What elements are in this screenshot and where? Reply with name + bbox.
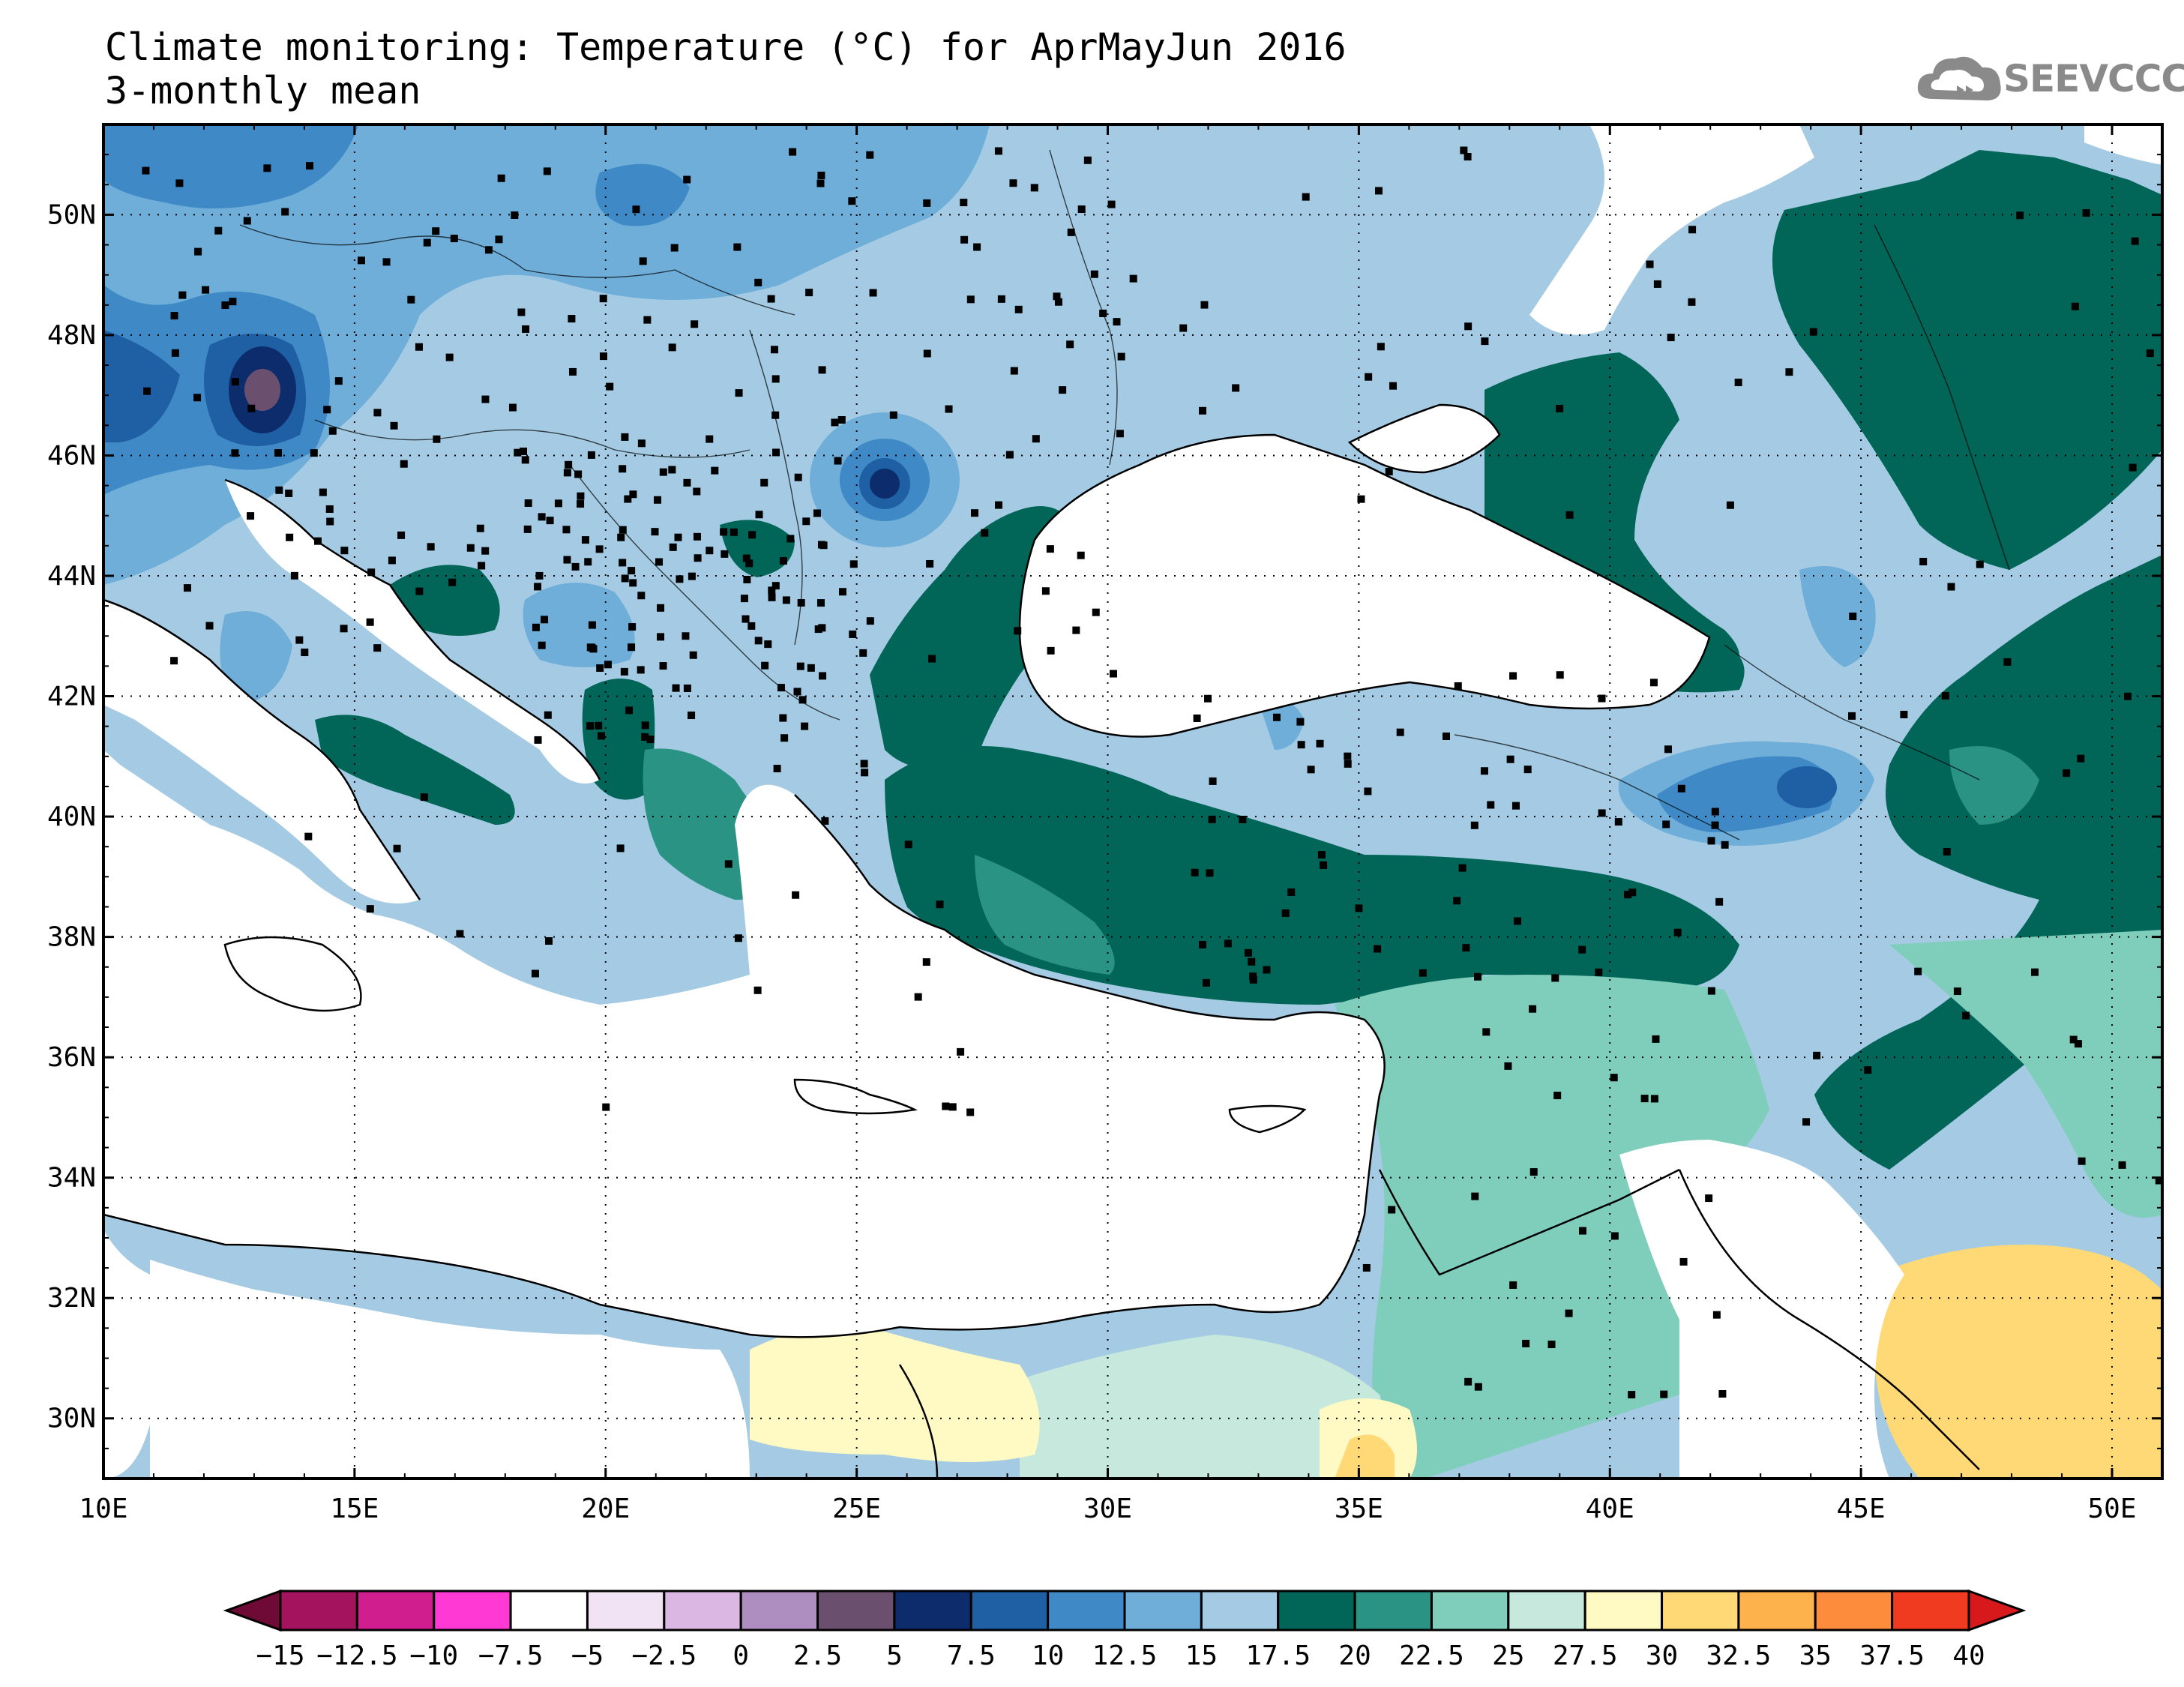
lat-tick-label: 44N <box>47 561 96 592</box>
temperature-fields <box>103 124 2162 1479</box>
lon-tick-label: 30E <box>1083 1494 1132 1524</box>
colorbar-label: 37.5 <box>1859 1641 1925 1671</box>
colorbar-label: 15 <box>1185 1641 1218 1671</box>
colorbar-cell <box>1430 1590 1510 1632</box>
lon-tick-label: 10E <box>79 1494 127 1524</box>
colorbar-label: 25 <box>1492 1641 1524 1671</box>
lat-tick-label: 50N <box>47 199 96 230</box>
colorbar-label: −2.5 <box>631 1641 697 1671</box>
colorbar-label: −5 <box>571 1641 604 1671</box>
colorbar-label: −12.5 <box>316 1641 397 1671</box>
colorbar-label: 5 <box>886 1641 903 1671</box>
lon-tick-label: 45E <box>1837 1494 1886 1524</box>
colorbar-cell <box>893 1590 972 1632</box>
colorbar-cell <box>433 1590 512 1632</box>
coastlines <box>103 403 1980 1479</box>
colorbar-label: −7.5 <box>478 1641 544 1671</box>
gridlines <box>103 124 2162 1479</box>
colorbar-label: −15 <box>256 1641 304 1671</box>
colorbar-cell <box>1047 1590 1126 1632</box>
colorbar-cell <box>1200 1590 1280 1632</box>
lon-tick-label: 20E <box>581 1494 630 1524</box>
lat-tick-label: 46N <box>47 440 96 471</box>
chart-title: Climate monitoring: Temperature (°C) for… <box>105 25 1347 69</box>
lon-tick-label: 40E <box>1586 1494 1634 1524</box>
colorbar-label: 32.5 <box>1706 1641 1772 1671</box>
colorbar-label: 7.5 <box>947 1641 996 1671</box>
colorbar-label: 2.5 <box>793 1641 842 1671</box>
colorbar-left-arrow <box>223 1589 282 1632</box>
map-frame <box>102 123 2164 1480</box>
colorbar-cell <box>279 1590 358 1632</box>
logo-text: SEEVCCC <box>2003 57 2184 100</box>
lon-tick-label: 25E <box>832 1494 881 1524</box>
colorbar-label: 0 <box>732 1641 749 1671</box>
lat-tick-label: 38N <box>47 922 96 953</box>
lon-tick-label: 50E <box>2088 1494 2137 1524</box>
colorbar-cell <box>586 1590 666 1632</box>
colorbar-cell <box>1891 1590 1970 1632</box>
colorbar-cell <box>1123 1590 1203 1632</box>
colorbar-label: 20 <box>1338 1641 1371 1671</box>
cloud-icon <box>1917 56 2001 100</box>
colorbar-label: 27.5 <box>1553 1641 1618 1671</box>
colorbar-cell <box>1661 1590 1740 1632</box>
station-markers <box>142 146 2163 1399</box>
colorbar-label: 10 <box>1032 1641 1064 1671</box>
lat-tick-label: 40N <box>47 802 96 832</box>
colorbar-label: 30 <box>1646 1641 1678 1671</box>
lat-tick-label: 48N <box>47 320 96 351</box>
colorbar-cell <box>1814 1590 1894 1632</box>
colorbar-right-arrow <box>1967 1589 2027 1632</box>
lon-tick-label: 35E <box>1335 1494 1383 1524</box>
colorbar-cell <box>1277 1590 1356 1632</box>
colorbar-cell <box>816 1590 896 1632</box>
colorbar-cell <box>1583 1590 1664 1632</box>
colorbar-cell <box>1507 1590 1586 1632</box>
lat-tick-label: 30N <box>47 1404 96 1434</box>
lat-tick-label: 34N <box>47 1163 96 1194</box>
colorbar-label: 40 <box>1952 1641 1985 1671</box>
colorbar-label: 12.5 <box>1092 1641 1158 1671</box>
map-axes: 10E 15E 20E 25E 30E 35E 40E 45E 50E 30N 32N 34N 36N 3… <box>47 124 2163 1524</box>
lat-tick-label: 36N <box>47 1042 96 1073</box>
colorbar-cell <box>663 1590 742 1632</box>
colorbar-cell <box>1353 1590 1433 1632</box>
colorbar-cell <box>355 1590 436 1632</box>
lon-tick-label: 15E <box>330 1494 379 1524</box>
colorbar-label: 22.5 <box>1399 1641 1464 1671</box>
colorbar-label: 35 <box>1799 1641 1832 1671</box>
lat-tick-label: 32N <box>47 1283 96 1314</box>
colorbar-label: −10 <box>409 1641 458 1671</box>
lat-tick-label: 42N <box>47 682 96 712</box>
colorbar-label: 17.5 <box>1245 1641 1311 1671</box>
colorbar-cell <box>1737 1590 1817 1632</box>
colorbar-cell <box>969 1590 1050 1632</box>
chart-subtitle: 3-monthly mean <box>105 69 421 112</box>
colorbar-cell <box>739 1590 819 1632</box>
country-borders <box>239 149 2010 841</box>
colorbar-cell <box>509 1590 589 1632</box>
